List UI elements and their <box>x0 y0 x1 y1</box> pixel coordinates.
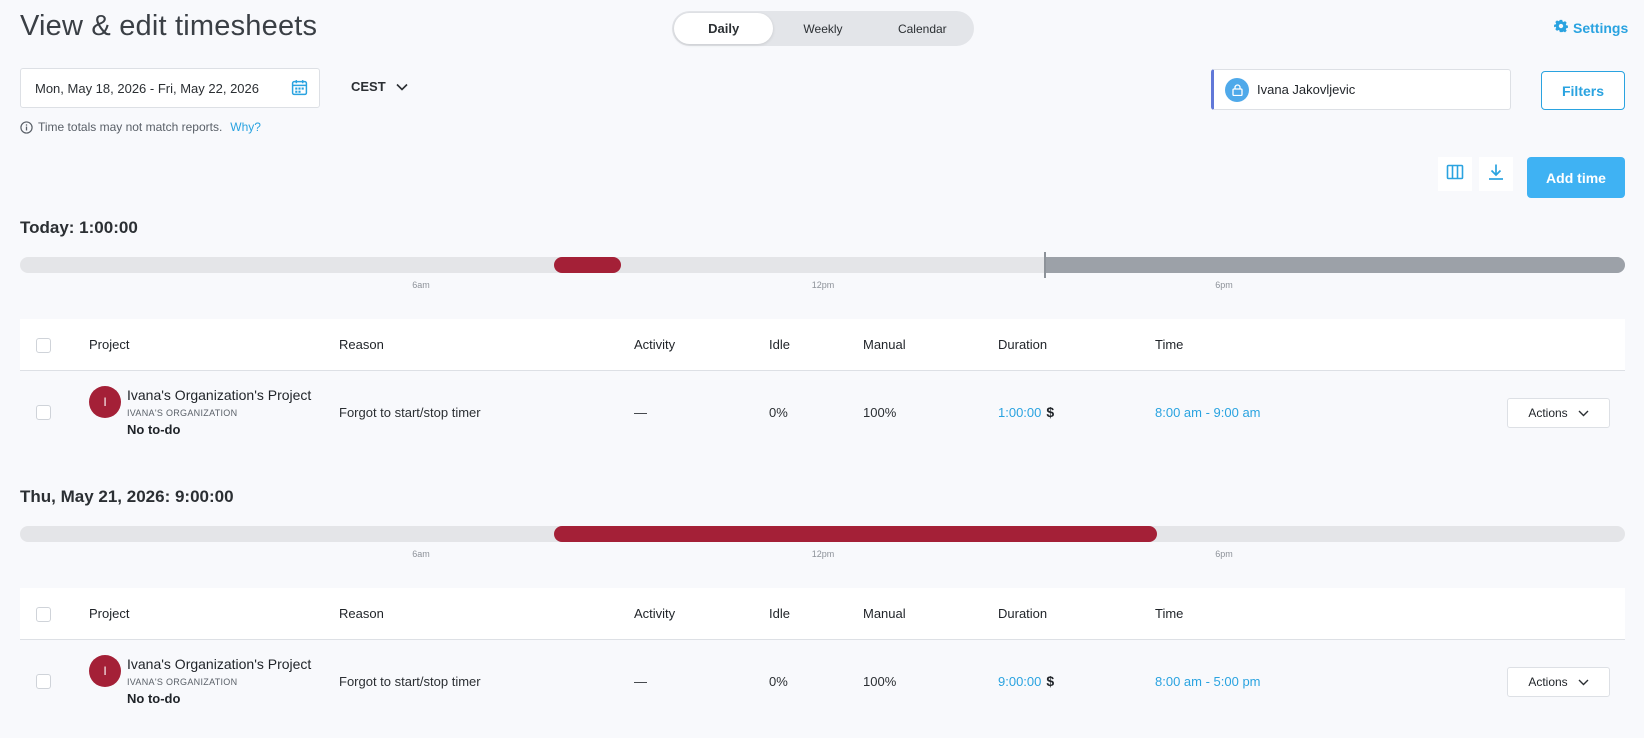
column-header-project: Project <box>89 606 130 621</box>
timeline-tick: 12pm <box>811 549 835 559</box>
columns-button[interactable] <box>1438 157 1472 191</box>
timeline-tick: 6am <box>412 280 430 290</box>
date-range-value: Mon, May 18, 2026 - Fri, May 22, 2026 <box>35 80 259 96</box>
table-header: Project Reason Activity Idle Manual Dura… <box>20 588 1625 640</box>
member-name: Ivana Jakovljevic <box>1257 82 1356 97</box>
timesheet-table: Project Reason Activity Idle Manual Dura… <box>20 588 1625 726</box>
activity-cell: — <box>634 405 647 420</box>
day-timeline <box>20 252 1625 278</box>
billable-icon: $ <box>1046 673 1055 689</box>
column-header-reason: Reason <box>339 606 384 621</box>
tab-calendar[interactable]: Calendar <box>897 21 947 36</box>
column-header-manual: Manual <box>863 337 906 352</box>
project-name: Ivana's Organization's Project <box>127 387 312 403</box>
timeline-tick: 6am <box>412 549 430 559</box>
time-entry-bar[interactable] <box>554 526 1157 542</box>
reason-cell: Forgot to start/stop timer <box>339 405 481 420</box>
tab-daily[interactable]: Daily <box>674 13 774 44</box>
future-time-bar <box>1045 257 1625 273</box>
date-range-picker[interactable]: Mon, May 18, 2026 - Fri, May 22, 2026 <box>20 68 320 108</box>
column-header-activity: Activity <box>634 606 676 621</box>
billable-icon: $ <box>1046 404 1055 420</box>
project-avatar: I <box>89 386 121 418</box>
manual-cell: 100% <box>863 405 897 420</box>
filters-button[interactable]: Filters <box>1541 71 1625 110</box>
chevron-down-icon <box>1578 406 1589 420</box>
calendar-icon <box>291 79 308 96</box>
day-heading: Today: 1:00:00 <box>20 218 138 237</box>
why-link[interactable]: Why? <box>230 120 261 134</box>
duration-link[interactable]: 1:00:00 <box>998 405 1042 420</box>
activity-cell: — <box>634 674 647 689</box>
chevron-down-icon <box>396 79 408 94</box>
row-checkbox[interactable] <box>36 674 51 689</box>
timesheet-table: Project Reason Activity Idle Manual Dura… <box>20 319 1625 457</box>
view-toggle: Daily Weekly Calendar <box>672 11 974 46</box>
day-heading: Thu, May 21, 2026: 9:00:00 <box>20 487 234 506</box>
duration-cell: 9:00:00 $ <box>998 673 1054 689</box>
table-header: Project Reason Activity Idle Manual Dura… <box>20 319 1625 371</box>
column-header-time: Time <box>1155 606 1184 621</box>
manual-cell: 100% <box>863 674 897 689</box>
timezone-select[interactable]: CEST <box>351 79 408 94</box>
timezone-value: CEST <box>351 79 386 94</box>
column-header-reason: Reason <box>339 337 384 352</box>
select-all-checkbox[interactable] <box>36 607 51 622</box>
actions-dropdown[interactable]: Actions <box>1507 398 1610 428</box>
add-time-button[interactable]: Add time <box>1527 157 1625 198</box>
column-header-idle: Idle <box>769 606 790 621</box>
tab-weekly[interactable]: Weekly <box>803 21 843 36</box>
settings-label: Settings <box>1573 19 1629 36</box>
actions-label: Actions <box>1528 406 1568 420</box>
member-select[interactable]: Ivana Jakovljevic <box>1211 69 1511 110</box>
timeline-tick: 6pm <box>1215 549 1233 559</box>
column-header-manual: Manual <box>863 606 906 621</box>
lock-icon <box>1225 77 1249 102</box>
chevron-down-icon <box>1578 675 1589 689</box>
organization-name: IVANA'S ORGANIZATION <box>127 677 238 687</box>
todo-label: No to-do <box>127 422 181 437</box>
reason-cell: Forgot to start/stop timer <box>339 674 481 689</box>
current-time-marker <box>1044 252 1046 278</box>
settings-link[interactable]: Settings <box>1554 19 1628 36</box>
table-row: I Ivana's Organization's Project IVANA'S… <box>20 640 1625 726</box>
table-row: I Ivana's Organization's Project IVANA'S… <box>20 371 1625 457</box>
idle-cell: 0% <box>769 674 788 689</box>
select-all-checkbox[interactable] <box>36 338 51 353</box>
info-icon <box>20 120 33 134</box>
columns-icon <box>1446 163 1464 186</box>
duration-cell: 1:00:00 $ <box>998 404 1054 420</box>
todo-label: No to-do <box>127 691 181 706</box>
column-header-idle: Idle <box>769 337 790 352</box>
download-icon <box>1487 163 1505 186</box>
column-header-time: Time <box>1155 337 1184 352</box>
download-button[interactable] <box>1479 157 1513 191</box>
project-avatar: I <box>89 655 121 687</box>
timeline-tick: 6pm <box>1215 280 1233 290</box>
actions-label: Actions <box>1528 675 1568 689</box>
actions-dropdown[interactable]: Actions <box>1507 667 1610 697</box>
column-header-project: Project <box>89 337 130 352</box>
day-timeline <box>20 526 1625 542</box>
idle-cell: 0% <box>769 405 788 420</box>
gear-icon <box>1554 19 1568 36</box>
duration-link[interactable]: 9:00:00 <box>998 674 1042 689</box>
time-range-link[interactable]: 8:00 am - 5:00 pm <box>1155 674 1261 689</box>
organization-name: IVANA'S ORGANIZATION <box>127 408 238 418</box>
timeline-tick: 12pm <box>811 280 835 290</box>
column-header-activity: Activity <box>634 337 676 352</box>
time-range-link[interactable]: 8:00 am - 9:00 am <box>1155 405 1261 420</box>
totals-notice: Time totals may not match reports. Why? <box>20 120 261 134</box>
time-entry-bar[interactable] <box>554 257 621 273</box>
row-checkbox[interactable] <box>36 405 51 420</box>
project-name: Ivana's Organization's Project <box>127 656 312 672</box>
column-header-duration: Duration <box>998 606 1048 621</box>
column-header-duration: Duration <box>998 337 1048 352</box>
page-title: View & edit timesheets <box>20 10 318 42</box>
notice-text: Time totals may not match reports. <box>38 120 223 134</box>
